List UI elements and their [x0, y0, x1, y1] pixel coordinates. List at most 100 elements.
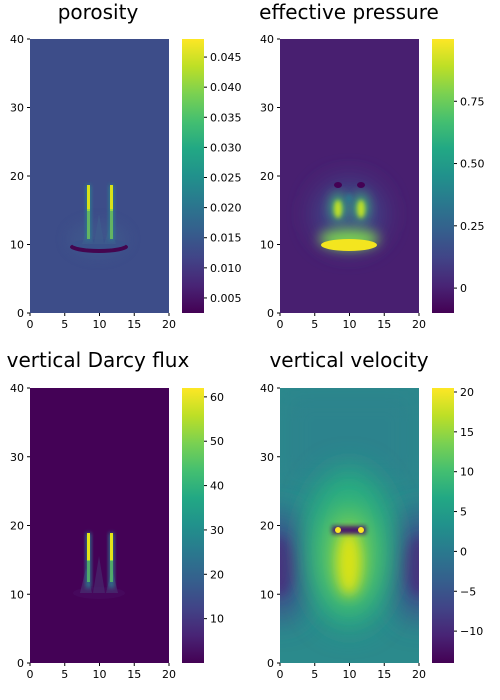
colorbar-tick-label: −10: [460, 625, 483, 638]
y-tick-label: 10: [260, 239, 274, 252]
y-tick-label: 30: [260, 451, 274, 464]
colorbar-tick-label: 0.020: [210, 202, 242, 215]
y-tick-label: 0: [267, 307, 274, 320]
colorbar-tick-label: 30: [210, 524, 224, 537]
colorbar: [182, 388, 204, 663]
colorbar-tick-label: 15: [460, 426, 474, 439]
y-tick-label: 10: [260, 588, 274, 601]
channel-left-lower: [87, 560, 90, 582]
x-tick-label: 10: [343, 668, 357, 681]
channel-right: [110, 533, 113, 561]
field-background: [30, 39, 169, 313]
y-tick-label: 10: [10, 588, 24, 601]
x-tick-label: 20: [412, 318, 426, 331]
channel-right-lower: [110, 560, 113, 582]
x-tick-label: 15: [127, 668, 141, 681]
x-tick-label: 15: [127, 318, 141, 331]
x-tick-label: 10: [343, 318, 357, 331]
x-tick-label: 20: [412, 668, 426, 681]
colorbar-tick-label: −5: [460, 585, 476, 598]
side-low-right: [389, 511, 419, 621]
panel-title: vertical Darcy flux: [7, 348, 190, 372]
side-low-left: [280, 511, 310, 621]
colorbar-tick-label: 0.75: [460, 95, 485, 108]
heatmap-field: [280, 388, 419, 663]
center-gap: [346, 194, 352, 204]
pressure-band: [321, 239, 377, 251]
channel-right: [110, 185, 113, 211]
colorbar-tick-label: 20: [210, 568, 224, 581]
y-tick-label: 40: [10, 382, 24, 395]
colorbar-ticks: −10 −5 0 5 10 15 20: [454, 386, 483, 638]
x-tick-label: 5: [311, 318, 318, 331]
hole-right: [357, 182, 365, 188]
panel-effective-pressure: effective pressure 0 5 10 15 20 0 10 20 30 40 0 0.…: [259, 0, 484, 331]
x-tick-label: 20: [162, 668, 176, 681]
y-tick-label: 0: [17, 307, 24, 320]
colorbar-tick-label: 0.025: [210, 172, 242, 185]
colorbar: [432, 39, 454, 313]
cap-dot-right: [358, 527, 364, 533]
axes: 0 5 10 15 20 0 10 20 30 40: [10, 382, 176, 681]
colorbar-tick-label: 10: [210, 613, 224, 626]
panel-vertical-darcy-flux: vertical Darcy flux 0 5 10 15 20 0 10 20 30 40 10…: [7, 348, 224, 681]
panel-title: vertical velocity: [269, 348, 428, 372]
axes: 0 5 10 15 20 0 10 20 30 40: [10, 33, 176, 331]
colorbar-tick-label: 0.25: [460, 220, 485, 233]
channel-left-lower: [87, 209, 90, 239]
colorbar: [182, 39, 204, 313]
colorbar-ticks: 0.005 0.010 0.015 0.020 0.025 0.030 0.035 0.040…: [204, 51, 242, 305]
cap-dot-left: [335, 527, 341, 533]
colorbar-tick-label: 0.045: [210, 51, 242, 64]
colorbar-tick-label: 40: [210, 480, 224, 493]
x-tick-label: 10: [93, 318, 107, 331]
colorbar-tick-label: 0: [460, 545, 467, 558]
colorbar-tick-label: 0.015: [210, 232, 242, 245]
channel-left: [87, 533, 90, 561]
hole-left: [334, 182, 342, 188]
colorbar-tick-label: 0.010: [210, 262, 242, 275]
y-tick-label: 30: [10, 102, 24, 115]
colorbar-ticks: 0 0.25 0.50 0.75: [454, 95, 485, 295]
x-tick-label: 5: [311, 668, 318, 681]
finger-center: [93, 556, 105, 593]
colorbar-tick-label: 60: [210, 391, 224, 404]
colorbar-tick-label: 10: [460, 466, 474, 479]
heatmap-field: [30, 39, 169, 313]
colorbar-tick-label: 0: [460, 282, 467, 295]
x-tick-label: 15: [377, 668, 391, 681]
y-tick-label: 20: [260, 170, 274, 183]
colorbar-ticks: 10 20 30 40 50 60: [204, 391, 224, 626]
y-tick-label: 40: [260, 382, 274, 395]
x-tick-label: 0: [27, 668, 34, 681]
y-tick-label: 40: [10, 33, 24, 46]
field-background: [30, 388, 169, 663]
x-tick-label: 10: [93, 668, 107, 681]
colorbar-tick-label: 50: [210, 435, 224, 448]
y-tick-label: 30: [10, 451, 24, 464]
x-tick-label: 20: [162, 318, 176, 331]
heatmap-field: [280, 39, 419, 313]
channel-right-lower: [110, 209, 113, 239]
y-tick-label: 0: [17, 657, 24, 670]
side-core-left: [280, 536, 294, 596]
panel-title: effective pressure: [259, 0, 439, 24]
lobe-right-core: [357, 200, 365, 218]
x-tick-label: 0: [27, 318, 34, 331]
x-tick-label: 5: [61, 668, 68, 681]
x-tick-label: 0: [277, 318, 284, 331]
colorbar: [432, 388, 454, 663]
colorbar-tick-label: 20: [460, 386, 474, 399]
plume-core: [337, 531, 361, 595]
y-tick-label: 40: [260, 33, 274, 46]
heatmap-field: [30, 388, 169, 663]
colorbar-tick-label: 5: [460, 506, 467, 519]
plume-cap-shadow: [332, 526, 366, 534]
y-tick-label: 10: [10, 239, 24, 252]
y-tick-label: 20: [260, 520, 274, 533]
x-tick-label: 15: [377, 318, 391, 331]
axes: 0 5 10 15 20 0 10 20 30 40: [260, 33, 426, 331]
